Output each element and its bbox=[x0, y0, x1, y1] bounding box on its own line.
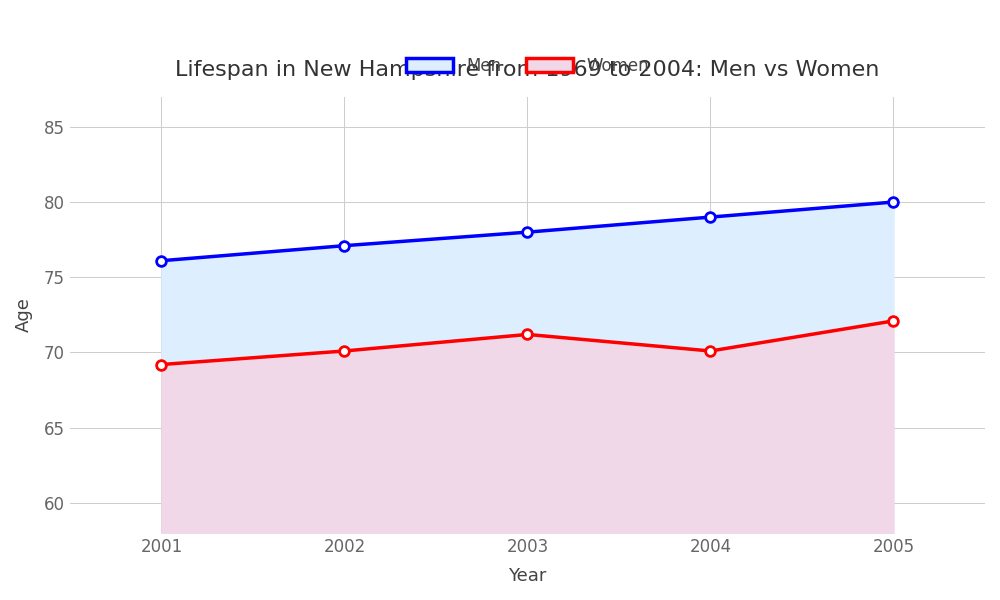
Title: Lifespan in New Hampshire from 1969 to 2004: Men vs Women: Lifespan in New Hampshire from 1969 to 2… bbox=[175, 60, 880, 80]
X-axis label: Year: Year bbox=[508, 567, 547, 585]
Y-axis label: Age: Age bbox=[15, 298, 33, 332]
Legend: Men, Women: Men, Women bbox=[398, 49, 657, 83]
